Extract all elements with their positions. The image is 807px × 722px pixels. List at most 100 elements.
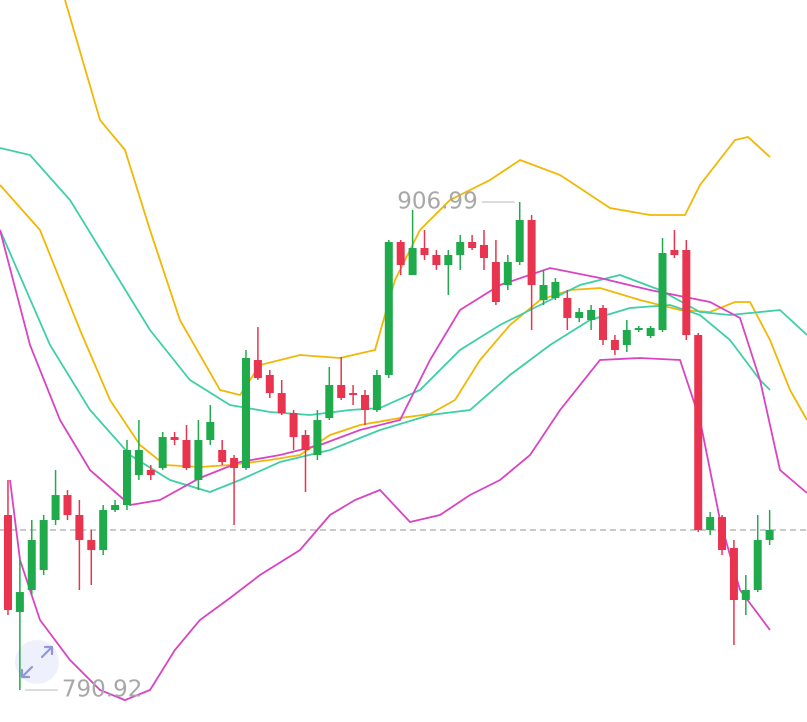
candle-body [599, 308, 608, 341]
candle [372, 369, 381, 413]
candle [622, 320, 631, 353]
candle-body [27, 540, 36, 591]
candle [420, 230, 429, 261]
candle [3, 480, 12, 616]
candle [634, 326, 643, 333]
candle-body [99, 510, 108, 551]
candle-body [241, 358, 250, 469]
candle-body [146, 470, 155, 476]
candle [15, 560, 24, 691]
candle-body [361, 395, 370, 411]
candle-body [372, 375, 381, 411]
candle-body [515, 220, 524, 263]
candle-body [622, 330, 631, 346]
candle-body [741, 590, 750, 601]
expand-icon[interactable] [15, 640, 59, 684]
candle [456, 234, 465, 271]
candle [384, 239, 393, 379]
candle [122, 440, 131, 511]
candle-body [337, 385, 346, 398]
candle-body [230, 458, 239, 469]
candle [325, 367, 334, 421]
candle [503, 255, 512, 291]
candle-body [396, 242, 405, 266]
indicator-line [64, 0, 771, 397]
candle [670, 230, 679, 259]
candle [253, 327, 262, 381]
candle [729, 540, 738, 646]
candle [706, 512, 715, 536]
candle-body [610, 340, 619, 351]
candle-body [563, 298, 572, 319]
candle-body [539, 285, 548, 301]
candle [313, 410, 322, 461]
candle-body [349, 393, 358, 396]
indicator-line [0, 184, 807, 468]
candle-body [729, 548, 738, 601]
candle-body [682, 250, 691, 336]
candle [408, 210, 417, 276]
candle-body [3, 515, 12, 611]
candle [111, 500, 120, 513]
candle [718, 515, 727, 556]
candle-body [634, 327, 643, 331]
candle-body [420, 248, 429, 256]
candle [301, 430, 310, 493]
candle-body [122, 450, 131, 506]
candle-body [134, 450, 143, 476]
candle [39, 515, 48, 576]
candle-body [468, 242, 477, 249]
candle [99, 505, 108, 556]
candle [146, 465, 155, 481]
candle-body [384, 242, 393, 376]
candle-body [694, 335, 703, 531]
candle [694, 332, 703, 533]
candle-body [432, 255, 441, 266]
candle [206, 405, 215, 446]
candle [539, 270, 548, 305]
candle [527, 215, 536, 331]
candle-body [706, 517, 715, 531]
candle-body [480, 244, 489, 259]
candle [289, 410, 298, 451]
max-price-label: 906.99 [397, 188, 477, 214]
candle [337, 357, 346, 401]
icon-arrows [20, 645, 54, 679]
candle-body [87, 540, 96, 551]
candle-body [444, 255, 453, 266]
candle-body [551, 281, 560, 299]
indicator-line [9, 357, 771, 702]
candle-body [587, 309, 596, 321]
candle [741, 575, 750, 616]
candle [361, 390, 370, 426]
candle [218, 440, 227, 466]
candle-body [408, 248, 417, 276]
candle [682, 239, 691, 341]
candle-body [182, 440, 191, 469]
candle [444, 250, 453, 296]
candle-body [253, 360, 262, 379]
candle-body [718, 517, 727, 551]
candle-body [456, 242, 465, 256]
candle [63, 490, 72, 521]
candle [27, 520, 36, 596]
candle [753, 515, 762, 593]
candle-body [503, 262, 512, 286]
candle [765, 510, 774, 546]
candle-body [194, 440, 203, 481]
candle [610, 335, 619, 356]
candle [230, 455, 239, 526]
candle [194, 420, 203, 491]
candle [75, 500, 84, 591]
candle [480, 230, 489, 271]
min-price-label: 790.92 [62, 677, 142, 703]
candle-body [170, 437, 179, 441]
candle [241, 350, 250, 471]
candle [349, 385, 358, 406]
candle [87, 530, 96, 586]
candle [158, 432, 167, 471]
candle-body [218, 450, 227, 463]
candle [587, 304, 596, 331]
